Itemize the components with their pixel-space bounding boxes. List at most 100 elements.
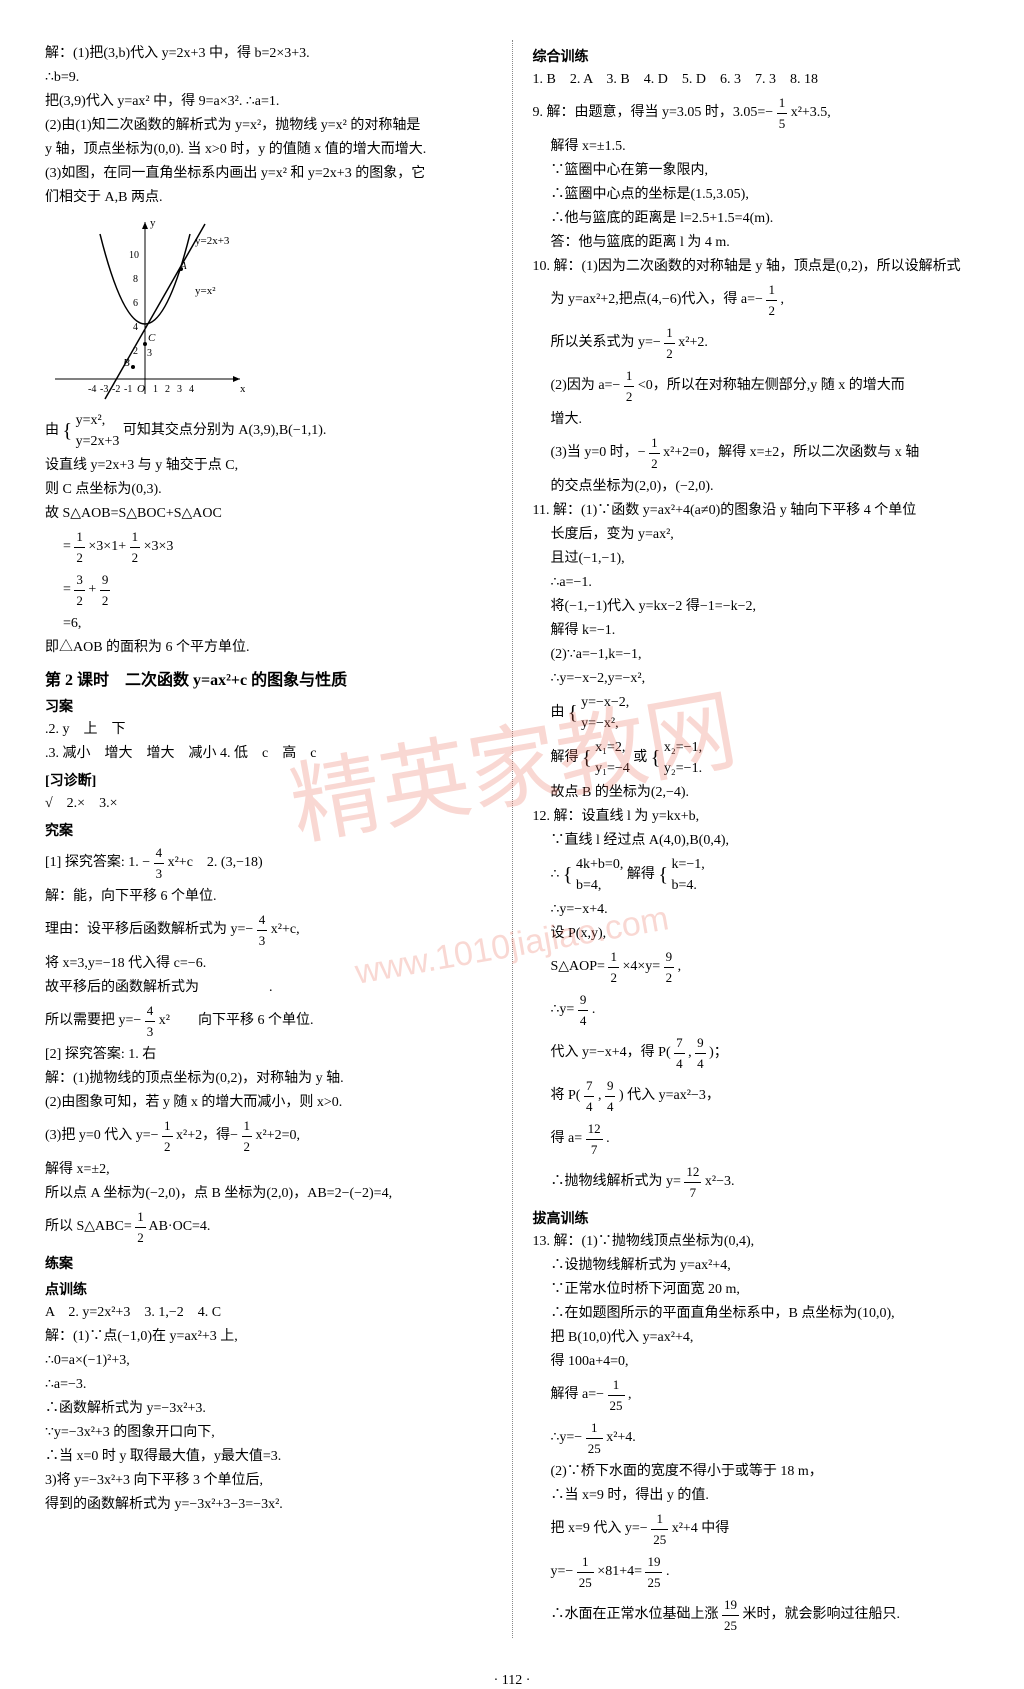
n: 12	[586, 1119, 603, 1140]
t: ∴水面在正常水位基础上涨	[551, 1607, 723, 1622]
t: x²−3.	[705, 1174, 735, 1189]
t: .	[606, 1131, 610, 1146]
text-line: [1] 探究答案: 1. − 43 x²+c 2. (3,−18)	[45, 843, 492, 883]
text-line: ∴抛物线解析式为 y= 127 x²−3.	[551, 1162, 980, 1202]
t: ,	[678, 959, 682, 974]
t: x² 向下平移 6 个单位.	[159, 1013, 314, 1028]
text-line: 把 x=9 代入 y=− 125 x²+4 中得	[551, 1509, 980, 1549]
svg-text:B: B	[123, 357, 130, 369]
page-number: · 112 ·	[0, 1673, 1024, 1689]
sub-title: [习诊断]	[45, 770, 492, 790]
svg-text:4: 4	[133, 322, 138, 333]
text-line: 为 y=ax²+2,把点(4,−6)代入，得 a=− 12 ,	[551, 280, 980, 320]
d: 5	[777, 114, 788, 134]
t: (2)因为 a=−	[551, 378, 624, 393]
t: ∴y=−	[551, 1430, 586, 1445]
text-line: ∴a=−1.	[551, 572, 980, 593]
t: 或	[633, 750, 647, 765]
page-content: 解：(1)把(3,b)代入 y=2x+3 中，得 b=2×3+3. ∴b=9. …	[0, 0, 1024, 1658]
d: 25	[586, 1439, 603, 1459]
n: 1	[608, 1375, 625, 1396]
n: 1	[651, 1509, 668, 1530]
t: ∴y=	[551, 1002, 578, 1017]
t: ×4×y=	[622, 959, 663, 974]
svg-text:y=x²: y=x²	[195, 285, 216, 297]
n: 12	[684, 1162, 701, 1183]
e: y=−x²,	[581, 713, 629, 734]
sub-title: 拔高训练	[533, 1208, 980, 1228]
n: 1	[649, 433, 660, 454]
n: 1	[777, 93, 788, 114]
text-line: 由 { y=x², y=2x+3 可知其交点分别为 A(3,9),B(−1,1)…	[45, 410, 492, 452]
d: 25	[645, 1573, 662, 1593]
t: 所以关系式为 y=−	[551, 335, 665, 350]
t: 为 y=ax²+2,把点(4,−6)代入，得 a=−	[551, 292, 767, 307]
d: 2	[624, 387, 635, 407]
t: x²+c,	[271, 922, 300, 937]
text-line: 长度后，变为 y=ax²,	[551, 524, 980, 545]
text-line: 13. 解：(1)∵抛物线顶点坐标为(0,4),	[533, 1231, 980, 1252]
e: y₂=−1.	[664, 758, 702, 779]
d: 2	[664, 968, 675, 988]
text-line: 设 P(x,y),	[551, 923, 980, 944]
t: ∴	[551, 867, 560, 882]
text-line: A 2. y=2x²+3 3. 1,−2 4. C	[45, 1302, 492, 1323]
text-line: 得 a= 127 .	[551, 1119, 980, 1159]
svg-text:3: 3	[177, 384, 182, 395]
e: b=4,	[576, 875, 623, 896]
d: 4	[674, 1054, 685, 1074]
sub-title: 综合训练	[533, 46, 980, 66]
text-line: 解得 a=− 125 ,	[551, 1375, 980, 1415]
t: )；	[709, 1045, 728, 1060]
text-line: (2)因为 a=− 12 <0，所以在对称轴左侧部分,y 随 x 的增大而	[551, 366, 980, 406]
text-line: 将(−1,−1)代入 y=kx−2 得−1=−k−2,	[551, 596, 980, 617]
t: (3)当 y=0 时，−	[551, 445, 650, 460]
t: ,	[598, 1088, 605, 1103]
text-line: 设直线 y=2x+3 与 y 轴交于点 C,	[45, 455, 492, 476]
text-line: 解：能，向下平移 6 个单位.	[45, 886, 492, 907]
n: 19	[645, 1552, 662, 1573]
text-line: ∵正常水位时桥下河面宽 20 m,	[551, 1279, 980, 1300]
text-line: 所以需要把 y=− 43 x² 向下平移 6 个单位.	[45, 1001, 492, 1041]
text-line: 把 B(10,0)代入 y=ax²+4,	[551, 1327, 980, 1348]
text-line: (2)∵a=−1,k=−1,	[551, 644, 980, 665]
svg-text:y: y	[150, 217, 156, 229]
text-line: 将 x=3,y=−18 代入得 c=−6.	[45, 953, 492, 974]
t: ,	[780, 292, 784, 307]
t: x²+c 2. (3,−18)	[168, 855, 263, 870]
text-line: 解得 x=±2,	[45, 1159, 492, 1180]
t: ∴抛物线解析式为 y=	[551, 1174, 685, 1189]
d: 4	[605, 1097, 616, 1117]
n: 1	[130, 527, 141, 548]
text-line: ∵直线 l 经过点 A(4,0),B(0,4),	[551, 830, 980, 851]
d: 2	[766, 301, 777, 321]
t: 所以 S△ABC=	[45, 1219, 135, 1234]
text-line: 将 P( 74 , 94 ) 代入 y=ax²−3，	[551, 1076, 980, 1116]
text-line: 得到的函数解析式为 y=−3x²+3−3=−3x².	[45, 1494, 492, 1515]
text-line: ∴篮圈中心点的坐标是(1.5,3.05),	[551, 184, 980, 205]
eq: y=2x+3	[76, 431, 120, 452]
text-line: 解：(1)把(3,b)代入 y=2x+3 中，得 b=2×3+3.	[45, 43, 492, 64]
sub-title: 点训练	[45, 1279, 492, 1299]
svg-text:-3: -3	[100, 384, 108, 395]
section-title: 第 2 课时 二次函数 y=ax²+c 的图象与性质	[45, 666, 492, 690]
t: .	[592, 1002, 596, 1017]
t: ×3×3	[144, 539, 174, 554]
n: 1	[586, 1418, 603, 1439]
text-line: (2)∵桥下水面的宽度不得小于或等于 18 m，	[551, 1461, 980, 1482]
t: ,	[628, 1387, 632, 1402]
svg-text:6: 6	[133, 298, 138, 309]
text-line: .2. y 上 下	[45, 719, 492, 740]
svg-text:4: 4	[189, 384, 194, 395]
text-line: √ 2.× 3.×	[45, 793, 492, 814]
text-line: 所以关系式为 y=− 12 x²+2.	[551, 323, 980, 363]
d: 2	[100, 591, 111, 611]
svg-text:-1: -1	[124, 384, 132, 395]
text-line: ∴y= 94 .	[551, 990, 980, 1030]
e: y=−x−2,	[581, 692, 629, 713]
svg-text:3: 3	[147, 348, 152, 359]
text-line: 解：(1)抛物线的顶点坐标为(0,2)，对称轴为 y 轴.	[45, 1068, 492, 1089]
d: 2	[162, 1137, 173, 1157]
t: 把 x=9 代入 y=−	[551, 1521, 652, 1536]
d: 7	[586, 1140, 603, 1160]
